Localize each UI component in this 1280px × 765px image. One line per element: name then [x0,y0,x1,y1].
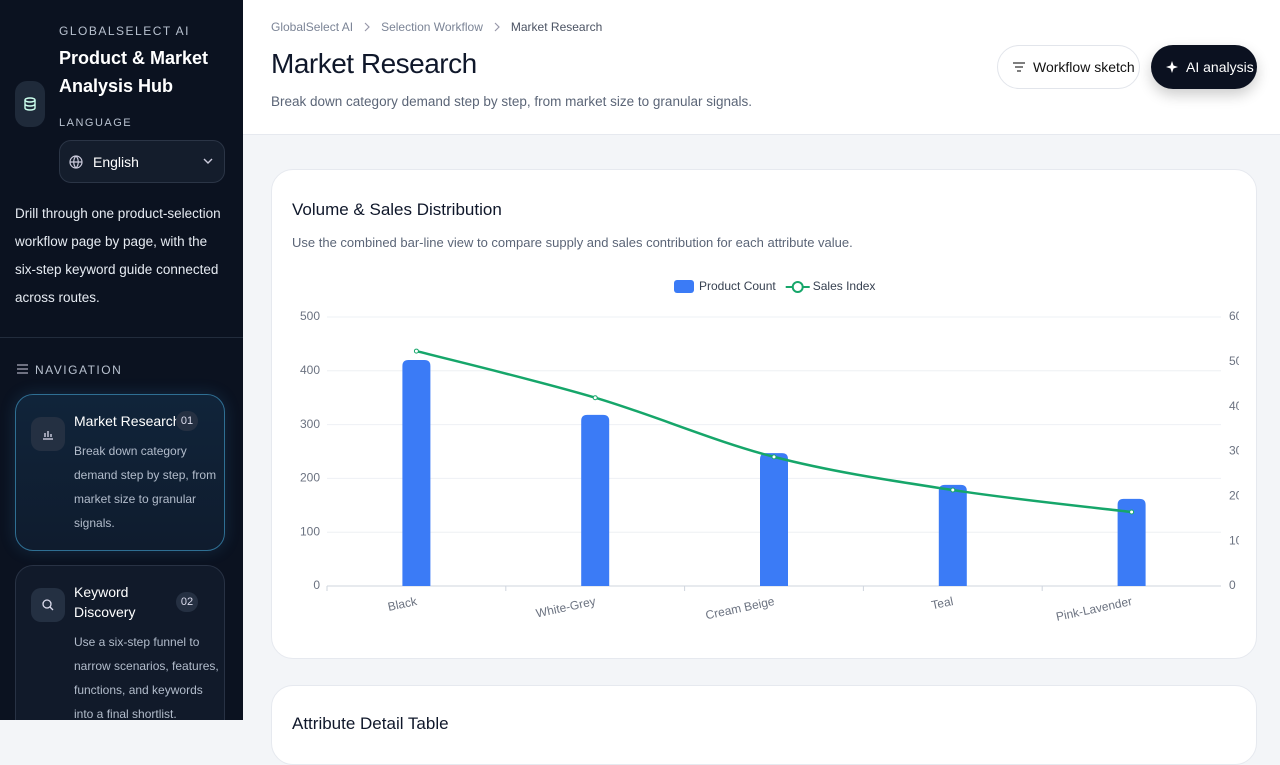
nav-description: Break down category demand step by step,… [74,444,217,530]
logo [15,81,45,127]
point [592,395,598,401]
y-tick-label: 400 [300,363,320,377]
nav-item[interactable]: Market Research 01 Break down category d… [15,394,225,551]
breadcrumb: Market Research [510,20,603,34]
y-tick-label: 100 [300,524,320,538]
y2-tick-label: 40 [1229,399,1239,413]
nav-title: Market Research [74,413,181,429]
nav-title: Keyword Discovery [74,584,136,620]
legend-item: Product Count [674,279,776,293]
workflow-button[interactable]: Workflow sketch [997,45,1140,89]
point [950,487,956,493]
bar [581,414,610,586]
breadcrumbs: GlobalSelect AI Selection Workflow Marke… [271,20,602,34]
y2-tick-label: 30 [1229,444,1239,458]
language-select[interactable]: English [59,140,225,183]
x-tick-label: Black [386,594,419,614]
bar [938,484,967,586]
legend-swatch [674,280,694,293]
y-tick-label: 300 [300,417,320,431]
card-title: Attribute Detail Table [292,714,449,733]
y2-tick-label: 0 [1229,578,1236,592]
x-tick-label: White-Grey [535,594,597,620]
divider [0,337,243,338]
bar [402,360,431,586]
breadcrumb[interactable]: Selection Workflow [381,20,483,34]
x-tick-label: Pink-Lavender [1055,594,1134,624]
page-title: Market Research [271,48,477,79]
brand: GLOBALSELECT AI [59,24,190,38]
point [413,348,419,354]
y-tick-label: 200 [300,471,320,485]
language-label: LANGUAGE [59,117,133,129]
point [1129,509,1135,515]
x-tick-label: Teal [930,594,954,612]
button-label: Workflow sketch [1033,59,1135,75]
legend-item: Sales Index [785,279,876,293]
y2-tick-label: 10 [1229,533,1239,547]
breadcrumb[interactable]: GlobalSelect AI [271,20,354,34]
bar [760,453,788,586]
x-tick-label: Cream Beige [704,594,776,622]
nav-label: NAVIGATION [35,363,123,377]
nav-icon [31,588,65,622]
y2-tick-label: 20 [1229,489,1239,503]
card-description: Use the combined bar-line view to compar… [292,235,853,250]
bar [1117,498,1146,586]
legend-swatch [791,281,804,293]
language-value: English [93,154,139,170]
chevron [494,22,500,32]
y-tick-label: 0 [313,578,320,592]
menu-icon [17,364,28,374]
sidebar: GLOBALSELECT AI Product & Market Analysi… [0,0,243,720]
header: GlobalSelect AI Selection Workflow Marke… [243,0,1280,135]
ai-button[interactable]: AI analysis [1151,45,1257,89]
chart: 0 100 200 300 400 500 0 10 20 30 40 50 60 Black White-… [300,279,1239,624]
y2-tick-label: 60 [1229,309,1239,323]
button-label: AI analysis [1186,59,1254,75]
nav-icon [31,417,65,451]
nav-badge: 02 [176,592,198,612]
table-card: Attribute Detail Table [271,685,1257,765]
legend-label: Product Count [699,279,776,293]
nav-badge: 01 [176,411,198,431]
y2-tick-label: 50 [1229,354,1239,368]
point [771,454,777,460]
legend-label: Sales Index [813,279,876,293]
chart-card: Volume & Sales Distribution Use the comb… [271,169,1257,659]
card-title: Volume & Sales Distribution [292,200,502,219]
nav-item[interactable]: Keyword Discovery 02 Use a six-step funn… [15,565,225,720]
app-title: Product & Market Analysis Hub [59,48,209,96]
nav-description: Use a six-step funnel to narrow scenario… [74,635,219,720]
page-subtitle: Break down category demand step by step,… [271,94,752,109]
sidebar-description: Drill through one product-selection work… [15,206,221,305]
y-tick-label: 500 [300,309,320,323]
chevron [364,22,370,32]
